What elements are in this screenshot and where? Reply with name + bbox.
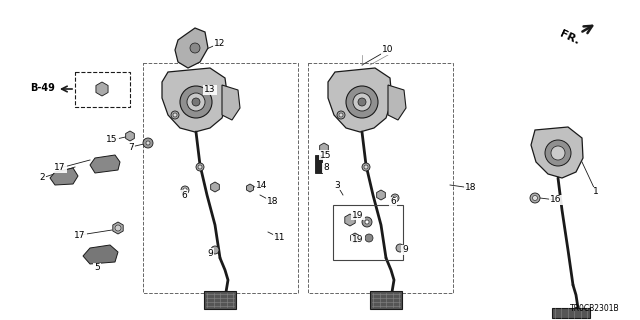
Text: 16: 16 xyxy=(550,196,562,204)
Bar xyxy=(204,291,236,309)
Circle shape xyxy=(181,186,189,194)
Text: 19: 19 xyxy=(352,211,364,220)
Circle shape xyxy=(358,98,366,106)
Polygon shape xyxy=(246,184,253,192)
Circle shape xyxy=(196,163,204,171)
Circle shape xyxy=(364,165,368,169)
Circle shape xyxy=(339,113,343,117)
Circle shape xyxy=(115,225,121,231)
Polygon shape xyxy=(222,85,240,120)
Text: 11: 11 xyxy=(275,234,285,243)
Circle shape xyxy=(353,93,371,111)
Text: 9: 9 xyxy=(207,249,213,258)
Circle shape xyxy=(173,113,177,117)
Text: 9: 9 xyxy=(402,245,408,254)
Text: 1: 1 xyxy=(593,188,599,196)
Circle shape xyxy=(391,194,399,202)
Text: 12: 12 xyxy=(214,38,226,47)
Text: FR.: FR. xyxy=(559,29,581,47)
Circle shape xyxy=(393,196,397,200)
Text: 6: 6 xyxy=(390,197,396,206)
Text: 8: 8 xyxy=(323,164,329,172)
Text: B-49: B-49 xyxy=(30,83,55,93)
Text: 19: 19 xyxy=(352,236,364,244)
Polygon shape xyxy=(531,127,583,178)
Circle shape xyxy=(545,140,571,166)
Bar xyxy=(308,63,453,293)
Circle shape xyxy=(192,98,200,106)
Text: 10: 10 xyxy=(382,45,394,54)
Circle shape xyxy=(532,196,538,201)
Polygon shape xyxy=(125,131,134,141)
Circle shape xyxy=(530,193,540,203)
Text: 6: 6 xyxy=(181,190,187,199)
Circle shape xyxy=(396,244,404,252)
Polygon shape xyxy=(388,85,406,120)
Bar xyxy=(315,155,322,173)
Polygon shape xyxy=(50,168,78,185)
Polygon shape xyxy=(113,222,123,234)
Circle shape xyxy=(337,111,345,119)
Text: 17: 17 xyxy=(74,230,86,239)
Circle shape xyxy=(551,146,565,160)
Polygon shape xyxy=(90,155,120,173)
Text: 2: 2 xyxy=(39,173,45,182)
Text: 15: 15 xyxy=(106,135,118,145)
Polygon shape xyxy=(162,68,228,132)
Polygon shape xyxy=(96,82,108,96)
Text: 5: 5 xyxy=(94,263,100,273)
Text: TR0CB2301B: TR0CB2301B xyxy=(570,304,620,313)
Circle shape xyxy=(198,165,202,169)
Circle shape xyxy=(171,111,179,119)
Text: 3: 3 xyxy=(334,180,340,189)
Circle shape xyxy=(365,234,373,242)
Circle shape xyxy=(143,138,153,148)
Polygon shape xyxy=(211,182,220,192)
Text: 14: 14 xyxy=(256,180,268,189)
Circle shape xyxy=(183,188,187,192)
Circle shape xyxy=(365,220,369,224)
Polygon shape xyxy=(377,190,385,200)
Text: 18: 18 xyxy=(268,197,279,206)
Bar xyxy=(333,205,403,260)
Circle shape xyxy=(146,141,150,145)
Text: 15: 15 xyxy=(320,150,332,159)
Circle shape xyxy=(180,86,212,118)
Circle shape xyxy=(362,217,372,227)
Circle shape xyxy=(211,246,219,254)
Polygon shape xyxy=(351,233,359,243)
Polygon shape xyxy=(175,28,208,68)
Circle shape xyxy=(346,86,378,118)
Text: 17: 17 xyxy=(54,164,66,172)
Circle shape xyxy=(362,163,370,171)
Circle shape xyxy=(190,43,200,53)
Text: 7: 7 xyxy=(128,142,134,151)
Bar xyxy=(75,72,130,107)
Bar xyxy=(143,63,298,293)
Polygon shape xyxy=(83,245,118,264)
Polygon shape xyxy=(328,68,392,132)
Polygon shape xyxy=(345,214,355,226)
Bar xyxy=(552,308,590,318)
Text: 18: 18 xyxy=(465,183,477,193)
Polygon shape xyxy=(319,143,328,153)
Text: 13: 13 xyxy=(204,85,216,94)
Bar xyxy=(370,291,402,309)
Circle shape xyxy=(187,93,205,111)
